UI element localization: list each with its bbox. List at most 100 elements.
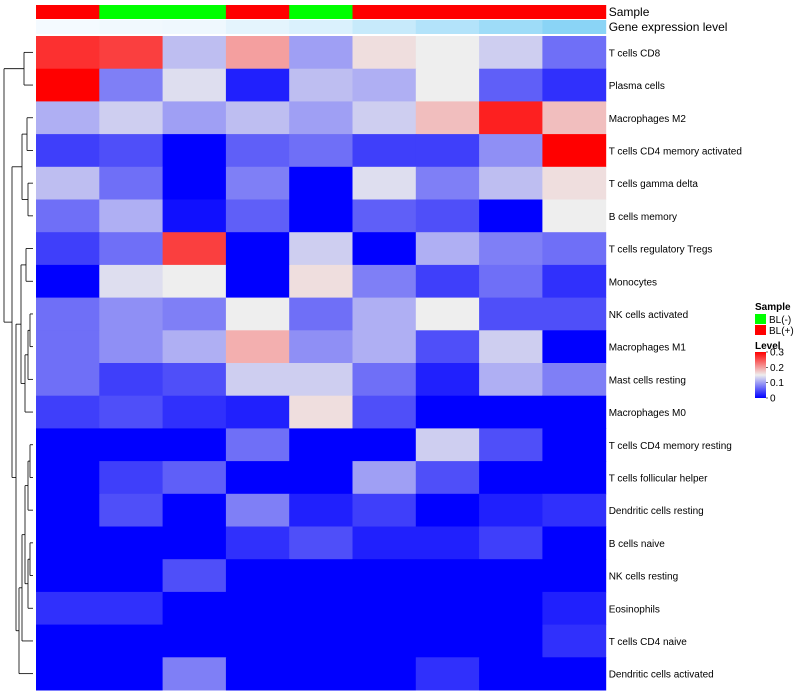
- row-label: Monocytes: [609, 277, 657, 288]
- legend-gradient-bar: [755, 352, 766, 398]
- sample-annotation-label: Sample: [609, 5, 650, 19]
- expression-annotation-cell: [542, 20, 607, 34]
- heatmap-cell: [99, 68, 164, 102]
- heatmap-cell: [479, 330, 543, 364]
- heatmap-cell: [352, 166, 417, 200]
- heatmap-cell: [36, 101, 100, 135]
- heatmap-cell: [99, 526, 164, 560]
- heatmap-cell: [36, 591, 100, 626]
- heatmap-cells: [36, 36, 607, 691]
- heatmap-cell: [415, 493, 480, 527]
- heatmap-cell: [415, 559, 480, 593]
- heatmap-cell: [225, 363, 290, 397]
- heatmap-cell: [99, 297, 164, 331]
- heatmap-cell: [479, 166, 543, 200]
- heatmap-cell: [289, 526, 353, 560]
- heatmap-cell: [162, 166, 227, 200]
- row-label: B cells memory: [609, 212, 677, 223]
- heatmap-cell: [36, 330, 100, 364]
- heatmap-cell: [36, 166, 100, 200]
- heatmap-cell: [542, 657, 607, 691]
- heatmap-cell: [479, 428, 543, 462]
- heatmap-cell: [289, 559, 353, 593]
- heatmap-cell: [289, 166, 353, 200]
- heatmap-cell: [162, 199, 227, 233]
- expression-annotation-cell: [415, 20, 480, 34]
- heatmap-cell: [36, 428, 100, 462]
- heatmap-cell: [162, 264, 227, 299]
- heatmap-cell: [542, 36, 607, 70]
- heatmap-cell: [542, 232, 607, 266]
- sample-annotation-cell: [36, 5, 100, 19]
- heatmap-cell: [542, 559, 607, 593]
- row-label: T cells CD4 memory activated: [609, 146, 742, 157]
- heatmap-cell: [99, 199, 164, 233]
- expression-annotation-cell: [162, 20, 227, 34]
- heatmap-cell: [225, 134, 290, 168]
- row-label: NK cells resting: [609, 572, 678, 583]
- expression-annotation-cell: [99, 20, 164, 34]
- heatmap-cell: [289, 199, 353, 233]
- heatmap-cell: [99, 657, 164, 691]
- heatmap-cell: [352, 330, 417, 364]
- heatmap-cell: [479, 559, 543, 593]
- heatmap-cell: [415, 199, 480, 233]
- heatmap-cell: [99, 363, 164, 397]
- heatmap-cell: [289, 297, 353, 331]
- heatmap-cell: [225, 36, 290, 70]
- row-label: Dendritic cells resting: [609, 506, 704, 517]
- heatmap-cell: [479, 526, 543, 560]
- heatmap-cell: [415, 68, 480, 102]
- heatmap-cell: [415, 166, 480, 200]
- heatmap-cell: [225, 461, 290, 495]
- heatmap-cell: [99, 101, 164, 135]
- heatmap-cell: [542, 591, 607, 626]
- heatmap-cell: [162, 395, 227, 429]
- legend-swatch: [755, 325, 766, 335]
- heatmap-cell: [542, 363, 607, 397]
- heatmap-cell: [225, 591, 290, 626]
- heatmap-cell: [162, 526, 227, 560]
- heatmap-cell: [542, 101, 607, 135]
- legend-tick-label: 0.3: [770, 348, 784, 359]
- row-label: Macrophages M0: [609, 408, 687, 419]
- heatmap-cell: [352, 428, 417, 462]
- heatmap-cell: [99, 264, 164, 299]
- expression-annotation-cell: [36, 20, 100, 34]
- heatmap-cell: [162, 36, 227, 70]
- heatmap-cell: [542, 493, 607, 527]
- heatmap-cell: [289, 461, 353, 495]
- sample-annotation-cell: [542, 5, 607, 19]
- heatmap-cell: [289, 264, 353, 299]
- heatmap-cell: [542, 264, 607, 299]
- heatmap-cell: [415, 428, 480, 462]
- heatmap-cell: [352, 395, 417, 429]
- heatmap-cell: [289, 657, 353, 691]
- legend-sample-title: Sample: [755, 302, 791, 313]
- heatmap-cell: [479, 101, 543, 135]
- legend-level-title: Level: [755, 341, 781, 352]
- expression-annotation-cell: [289, 20, 353, 34]
- heatmap-cell: [289, 330, 353, 364]
- heatmap-cell: [225, 264, 290, 299]
- heatmap-cell: [99, 395, 164, 429]
- heatmap-cell: [36, 624, 100, 658]
- heatmap-cell: [479, 134, 543, 168]
- heatmap-cell: [99, 36, 164, 70]
- heatmap-cell: [415, 36, 480, 70]
- heatmap-cell: [352, 363, 417, 397]
- heatmap-cell: [162, 591, 227, 626]
- heatmap-cell: [415, 232, 480, 266]
- heatmap-cell: [352, 36, 417, 70]
- heatmap-cell: [289, 101, 353, 135]
- row-label: T cells gamma delta: [609, 179, 699, 190]
- row-label: Eosinophils: [609, 604, 660, 615]
- sample-annotation-cell: [99, 5, 164, 19]
- heatmap-cell: [162, 101, 227, 135]
- heatmap-cell: [225, 68, 290, 102]
- heatmap-cell: [225, 166, 290, 200]
- heatmap-cell: [99, 461, 164, 495]
- heatmap-cell: [225, 559, 290, 593]
- heatmap-cell: [162, 428, 227, 462]
- heatmap-cell: [36, 559, 100, 593]
